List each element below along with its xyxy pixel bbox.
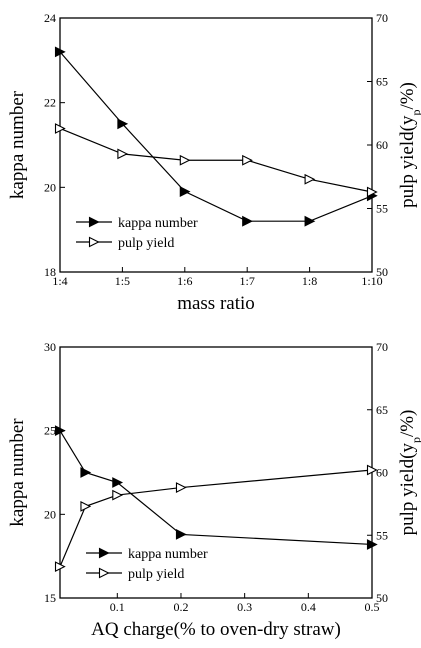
kappa-data-point: [80, 467, 92, 478]
y2-tick-label: 65: [376, 403, 388, 417]
kappa-data-point: [175, 529, 187, 540]
x-tick-label: 1:6: [177, 274, 192, 288]
legend-marker: [98, 567, 110, 579]
kappa-data-point: [54, 46, 66, 58]
x-tick-label: 1:10: [361, 274, 382, 288]
x-tick-label: 0.2: [173, 600, 188, 614]
legend-label: kappa number: [128, 547, 208, 562]
yield-data-point: [242, 154, 253, 166]
kappa-data-point: [179, 186, 191, 197]
legend-marker: [88, 216, 100, 228]
legend-label: pulp yield: [118, 236, 174, 251]
yield-data-point: [366, 186, 378, 198]
legend-marker: [88, 236, 100, 248]
x-axis-label: mass ratio: [177, 293, 255, 314]
kappa-data-point: [304, 215, 316, 227]
y2-tick-label: 55: [376, 202, 388, 216]
x-tick-label: 1:5: [115, 274, 130, 288]
y-tick-label: 30: [44, 340, 56, 354]
mass-ratio-chart: 18 20 22 24 50 55 60 65 70 1:4 1:5 1:6 1:7 1:8 1:10 mas…: [7, 11, 421, 314]
y2-tick-label: 65: [376, 75, 388, 89]
kappa-data-point: [242, 215, 253, 227]
x-tick-label: 0.1: [110, 600, 125, 614]
yield-data-point: [175, 482, 187, 493]
y2-tick-label: 60: [376, 466, 388, 480]
y2-axis-label: pulp yield(yp/%): [397, 410, 421, 536]
y-tick-label: 20: [44, 507, 56, 521]
y-tick-label: 22: [44, 96, 56, 110]
legend-label: kappa number: [118, 216, 198, 231]
yield-data-point: [54, 123, 66, 134]
x-tick-label: 0.4: [301, 600, 316, 614]
x-tick-label: 0.5: [365, 600, 380, 614]
yield-data-point: [366, 464, 378, 476]
x-tick-label: 1:4: [52, 274, 67, 288]
x-tick-label: 0.3: [237, 600, 252, 614]
y2-tick-label: 70: [376, 340, 388, 354]
kappa-data-point: [117, 118, 129, 130]
yield-data-point: [179, 154, 191, 166]
kappa-data-point: [54, 425, 66, 437]
yield-series-line: [59, 127, 373, 193]
y-axis-label: kappa number: [7, 90, 28, 199]
y-tick-label: 18: [44, 265, 56, 279]
y2-tick-label: 50: [376, 265, 388, 279]
yield-data-point: [304, 173, 316, 185]
y2-tick-label: 55: [376, 528, 388, 542]
y-tick-label: 25: [44, 424, 56, 438]
y2-tick-label: 60: [376, 138, 388, 152]
aq-charge-chart: 15 20 25 30 50 55 60 65 70 0.1 0.2 0.3 0.4 0.5 AQ char…: [7, 340, 421, 640]
legend-marker: [98, 547, 110, 559]
y-axis-label: kappa number: [7, 418, 28, 527]
kappa-series-line: [59, 51, 373, 222]
yield-data-point: [117, 148, 129, 160]
x-axis-label: AQ charge(% to oven-dry straw): [91, 619, 341, 640]
y2-tick-label: 50: [376, 591, 388, 605]
legend-label: pulp yield: [128, 567, 184, 582]
y-tick-label: 24: [44, 11, 56, 25]
x-tick-label: 1:8: [302, 274, 317, 288]
kappa-data-point: [366, 539, 378, 550]
y2-tick-label: 70: [376, 11, 388, 25]
yield-data-point: [54, 561, 66, 573]
yield-data-point: [80, 500, 92, 512]
kappa-data-point: [112, 477, 124, 488]
y2-axis-label: pulp yield(yp/%): [397, 82, 421, 208]
y-tick-label: 15: [44, 591, 56, 605]
yield-data-point: [112, 489, 124, 501]
y-tick-label: 20: [44, 180, 56, 194]
x-tick-label: 1:7: [240, 274, 255, 288]
